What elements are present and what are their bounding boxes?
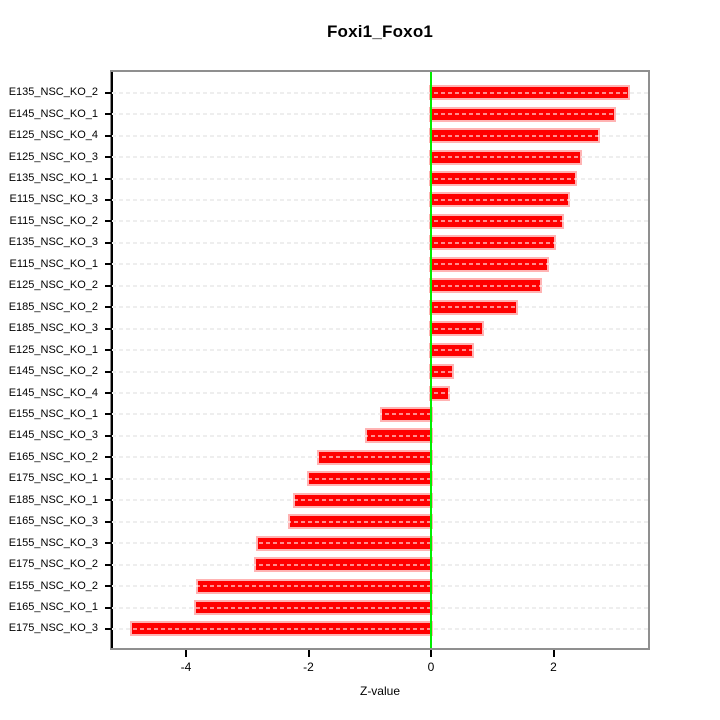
y-label-E115_NSC_KO_2: E115_NSC_KO_2 bbox=[9, 214, 98, 227]
y-tick bbox=[105, 392, 112, 394]
y-label-E165_NSC_KO_1: E165_NSC_KO_1 bbox=[8, 601, 98, 613]
gridline-overlay bbox=[112, 91, 648, 94]
y-tick bbox=[105, 220, 112, 223]
gridline-overlay bbox=[112, 434, 648, 437]
gridline-overlay bbox=[112, 606, 648, 609]
y-tick bbox=[105, 327, 112, 330]
y-tick bbox=[105, 542, 112, 545]
gridline-overlay bbox=[112, 306, 648, 309]
x-tick bbox=[430, 650, 432, 657]
y-label-E125_NSC_KO_4: E125_NSC_KO_4 bbox=[8, 129, 98, 142]
gridline-overlay bbox=[112, 113, 648, 116]
gridline-overlay bbox=[112, 413, 648, 416]
y-label-E175_NSC_KO_2: E175_NSC_KO_2 bbox=[8, 558, 98, 571]
x-tick-label-0: 0 bbox=[427, 660, 435, 674]
gridline-overlay bbox=[112, 520, 648, 523]
gridline-overlay bbox=[112, 499, 648, 502]
y-tick bbox=[105, 349, 112, 352]
gridline-overlay bbox=[112, 477, 648, 480]
y-tick bbox=[105, 520, 112, 523]
y-label-E165_NSC_KO_3: E165_NSC_KO_3 bbox=[8, 515, 98, 528]
y-tick bbox=[105, 113, 112, 116]
gridline-overlay bbox=[112, 542, 648, 545]
plot-box bbox=[110, 70, 650, 650]
y-label-E125_NSC_KO_1: E125_NSC_KO_1 bbox=[8, 343, 98, 356]
y-tick bbox=[105, 91, 112, 94]
y-label-E145_NSC_KO_2: E145_NSC_KO_2 bbox=[8, 365, 98, 378]
y-label-E185_NSC_KO_1: E185_NSC_KO_1 bbox=[8, 493, 98, 506]
y-tick bbox=[105, 156, 112, 159]
x-tick-label-2: 2 bbox=[550, 660, 557, 674]
gridline-overlay bbox=[112, 370, 648, 373]
x-tick-label--4: -4 bbox=[180, 660, 192, 674]
y-label-E135_NSC_KO_2: E135_NSC_KO_2 bbox=[8, 86, 98, 99]
y-tick bbox=[105, 477, 112, 480]
y-label-E185_NSC_KO_2: E185_NSC_KO_2 bbox=[8, 300, 98, 313]
gridline-overlay bbox=[112, 220, 648, 223]
y-label-E145_NSC_KO_1: E145_NSC_KO_1 bbox=[8, 107, 98, 120]
x-tick bbox=[185, 650, 187, 657]
gridline-overlay bbox=[112, 456, 648, 459]
gridline-overlay bbox=[112, 263, 648, 266]
y-tick bbox=[105, 370, 112, 373]
y-label-E135_NSC_KO_1: E135_NSC_KO_1 bbox=[8, 172, 98, 184]
zero-line bbox=[430, 72, 432, 648]
y-tick bbox=[105, 499, 112, 502]
y-tick bbox=[105, 177, 112, 180]
y-label-E135_NSC_KO_3: E135_NSC_KO_3 bbox=[8, 236, 98, 249]
y-tick bbox=[105, 606, 112, 609]
y-tick bbox=[105, 585, 112, 588]
gridline-overlay bbox=[112, 177, 648, 180]
gridline-overlay bbox=[112, 327, 648, 330]
y-label-E125_NSC_KO_2: E125_NSC_KO_2 bbox=[8, 279, 98, 292]
y-label-E155_NSC_KO_1: E155_NSC_KO_1 bbox=[8, 407, 98, 420]
gridline-overlay bbox=[112, 349, 648, 352]
chart-title: Foxi1_Foxo1 bbox=[326, 22, 434, 41]
y-label-E155_NSC_KO_3: E155_NSC_KO_3 bbox=[8, 536, 98, 549]
y-label-E115_NSC_KO_1: E115_NSC_KO_1 bbox=[9, 257, 98, 270]
y-tick bbox=[105, 134, 112, 137]
x-axis-title: Z-value bbox=[359, 684, 400, 698]
gridline-overlay bbox=[112, 627, 648, 630]
y-label-E185_NSC_KO_3: E185_NSC_KO_3 bbox=[8, 322, 98, 335]
gridline-overlay bbox=[112, 156, 648, 159]
x-tick-label--2: -2 bbox=[303, 660, 314, 674]
y-tick bbox=[105, 413, 112, 416]
y-label-E175_NSC_KO_1: E175_NSC_KO_1 bbox=[8, 472, 98, 485]
y-tick bbox=[105, 306, 112, 309]
y-label-E175_NSC_KO_3: E175_NSC_KO_3 bbox=[8, 622, 98, 635]
y-label-E165_NSC_KO_2: E165_NSC_KO_2 bbox=[8, 450, 98, 463]
plot-area bbox=[112, 72, 648, 648]
x-tick bbox=[552, 650, 555, 657]
gridline-overlay bbox=[112, 392, 648, 394]
gridline-overlay bbox=[112, 198, 648, 201]
y-tick bbox=[105, 241, 112, 244]
y-label-E115_NSC_KO_3: E115_NSC_KO_3 bbox=[9, 193, 98, 206]
y-tick bbox=[105, 284, 112, 287]
gridline-overlay bbox=[112, 134, 648, 137]
gridline-overlay bbox=[112, 563, 648, 566]
y-tick bbox=[105, 263, 112, 266]
y-axis-line bbox=[111, 72, 113, 648]
y-label-E125_NSC_KO_3: E125_NSC_KO_3 bbox=[8, 150, 98, 163]
y-tick bbox=[105, 627, 112, 630]
gridline-overlay bbox=[112, 241, 648, 244]
gridline-overlay bbox=[112, 284, 648, 287]
y-tick bbox=[105, 198, 112, 201]
y-tick bbox=[105, 434, 112, 437]
x-tick bbox=[307, 650, 310, 657]
y-tick bbox=[105, 456, 112, 459]
y-tick bbox=[105, 563, 112, 566]
y-label-E145_NSC_KO_3: E145_NSC_KO_3 bbox=[8, 429, 98, 442]
y-label-E155_NSC_KO_2: E155_NSC_KO_2 bbox=[8, 579, 98, 592]
gridline-overlay bbox=[112, 585, 648, 588]
y-label-E145_NSC_KO_4: E145_NSC_KO_4 bbox=[8, 386, 98, 399]
